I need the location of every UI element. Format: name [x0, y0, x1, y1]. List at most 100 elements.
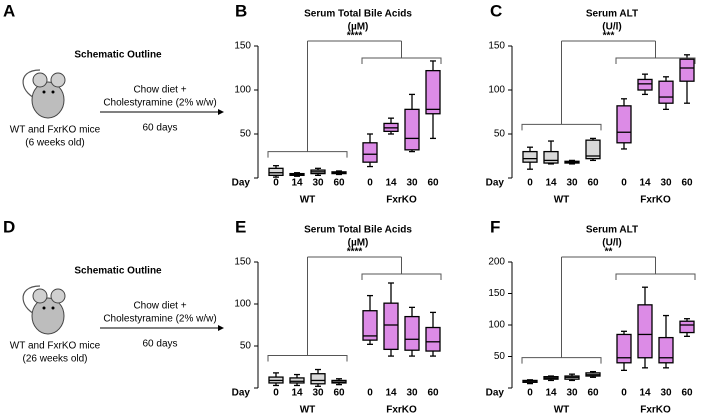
significance: **** [347, 247, 363, 258]
box [679, 58, 695, 82]
x-tick-label: 14 [385, 388, 397, 399]
x-tick-label: 30 [312, 388, 324, 399]
x-tick-label: 0 [527, 388, 533, 399]
x-tick-label: 30 [406, 388, 418, 399]
treatment-label: Cholestyramine (2% w/w) [103, 314, 216, 325]
box [289, 377, 305, 384]
duration-label: 60 days [142, 339, 177, 350]
group-label: WT [300, 405, 316, 416]
box [543, 150, 559, 164]
group-label: FxrKO [640, 405, 671, 416]
x-tick-label: 14 [639, 388, 651, 399]
x-tick-label: 60 [427, 178, 439, 189]
age-label: (6 weeks old) [25, 138, 84, 149]
chart-title: Serum Total Bile Acids [304, 9, 412, 20]
chart-subtitle: (U/l) [602, 238, 621, 249]
x-axis-label: Day [232, 388, 251, 399]
box [362, 310, 378, 341]
y-tick-label: 150 [234, 41, 251, 52]
mice-label: WT and FxrKO mice [10, 341, 101, 352]
x-tick-label: 60 [333, 178, 345, 189]
x-tick-label: 60 [681, 178, 693, 189]
mouse-body [31, 81, 65, 119]
bracket [521, 123, 602, 131]
y-tick-label: 200 [488, 257, 505, 268]
chart-title: Serum ALT [586, 9, 638, 20]
x-tick-label: 0 [273, 388, 279, 399]
y-tick-label: 50 [240, 129, 252, 140]
box [679, 320, 695, 334]
box [585, 139, 601, 160]
x-tick-label: 14 [639, 178, 651, 189]
mouse-ear [50, 72, 66, 88]
treatment-label: Cholestyramine (2% w/w) [103, 98, 216, 109]
y-tick-label: 150 [488, 288, 505, 299]
panel-letter: C [490, 1, 502, 20]
box [658, 80, 674, 104]
group-label: WT [300, 195, 316, 206]
x-tick-label: 60 [681, 388, 693, 399]
group-label: FxrKO [386, 195, 417, 206]
treatment-label: Chow diet + [133, 85, 186, 96]
bracket [521, 357, 602, 364]
significance: *** [603, 31, 615, 42]
significance: ** [605, 247, 613, 258]
box [268, 167, 284, 177]
x-axis-label: Day [486, 178, 505, 189]
mouse-eye [42, 306, 46, 310]
group-label: FxrKO [640, 195, 671, 206]
box [637, 304, 653, 359]
x-tick-label: 30 [566, 388, 578, 399]
mouse-body [31, 297, 65, 335]
mice-label: WT and FxrKO mice [10, 125, 101, 136]
x-tick-label: 0 [273, 178, 279, 189]
box [310, 373, 326, 385]
significance: **** [347, 31, 363, 42]
x-tick-label: 60 [427, 388, 439, 399]
panel-letter: E [235, 217, 246, 236]
x-tick-label: 14 [291, 388, 303, 399]
box [425, 69, 441, 115]
bracket [267, 151, 348, 158]
group-label: WT [554, 405, 570, 416]
x-tick-label: 0 [367, 178, 373, 189]
box [404, 108, 420, 151]
mouse-ear [50, 288, 66, 304]
age-label: (26 weeks old) [22, 354, 87, 365]
chart-title: Serum ALT [586, 225, 638, 236]
mouse-eye [51, 306, 55, 310]
arrow-head [218, 109, 224, 115]
panel-letter: A [3, 1, 15, 20]
x-tick-label: 14 [545, 178, 557, 189]
y-tick-label: 50 [240, 341, 252, 352]
schematic-title: Schematic Outline [74, 266, 162, 277]
x-tick-label: 60 [587, 388, 599, 399]
mouse-ear [32, 288, 48, 304]
chart-title: Serum Total Bile Acids [304, 225, 412, 236]
x-tick-label: 0 [621, 178, 627, 189]
y-tick-label: 50 [494, 129, 506, 140]
x-tick-label: 14 [291, 178, 303, 189]
bracket [267, 355, 348, 362]
x-tick-label: 60 [587, 178, 599, 189]
box [404, 315, 420, 351]
box [522, 150, 538, 163]
mouse-ear [32, 72, 48, 88]
x-tick-label: 30 [566, 178, 578, 189]
y-tick-label: 50 [494, 351, 506, 362]
x-axis-label: Day [486, 388, 505, 399]
treatment-label: Chow diet + [133, 301, 186, 312]
mouse-eye [51, 90, 55, 94]
group-label: FxrKO [386, 405, 417, 416]
group-label: WT [554, 195, 570, 206]
y-tick-label: 150 [234, 257, 251, 268]
x-tick-label: 14 [545, 388, 557, 399]
bracket [615, 273, 696, 280]
schematic-title: Schematic Outline [74, 50, 162, 61]
panel-letter: B [235, 1, 247, 20]
duration-label: 60 days [142, 123, 177, 134]
box [425, 326, 441, 352]
chart-subtitle: (µM) [348, 22, 369, 33]
bracket [361, 57, 442, 64]
